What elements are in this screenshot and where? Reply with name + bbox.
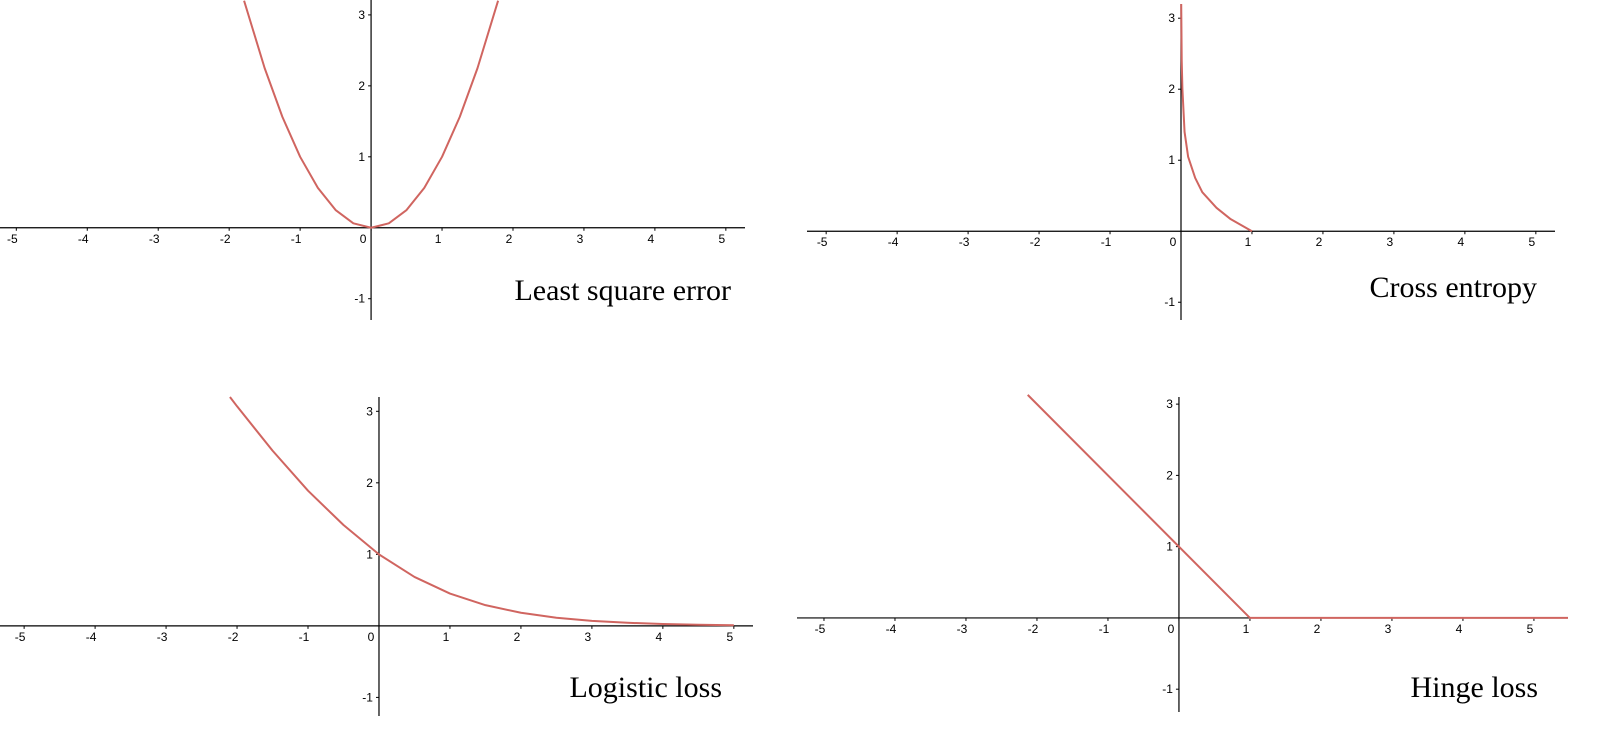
x-tick-label: 2	[506, 232, 513, 246]
x-tick-label: -3	[149, 232, 160, 246]
x-tick-label: 0	[1168, 622, 1175, 636]
x-tick-label: 0	[1170, 235, 1177, 249]
x-tick-label: -4	[86, 630, 97, 644]
x-tick-label: -4	[888, 235, 899, 249]
y-tick-label: -1	[1162, 682, 1173, 696]
x-tick-label: 1	[443, 630, 450, 644]
x-tick-label: 0	[360, 232, 367, 246]
x-tick-label: -3	[157, 630, 168, 644]
loss-curve	[229, 396, 734, 627]
x-tick-label: 3	[577, 232, 584, 246]
chart-title: Logistic loss	[569, 671, 722, 704]
x-tick-label: -5	[815, 622, 826, 636]
loss-curve	[1180, 3, 1253, 233]
y-tick-label: 1	[1166, 540, 1173, 554]
y-tick-label: 3	[1166, 397, 1173, 411]
loss-curve	[243, 0, 500, 229]
y-tick-label: -1	[354, 292, 365, 306]
x-tick-label: 5	[1527, 622, 1534, 636]
chart-title: Cross entropy	[1370, 271, 1538, 304]
x-tick-label: -5	[7, 232, 18, 246]
x-tick-label: 5	[726, 630, 733, 644]
x-tick-label: 4	[648, 232, 655, 246]
x-tick-label: -4	[886, 622, 897, 636]
chart-title: Hinge loss	[1411, 671, 1539, 704]
x-tick-label: -4	[78, 232, 89, 246]
x-tick-label: 2	[514, 630, 521, 644]
chart-title: Least square error	[514, 274, 731, 307]
y-tick-label: 2	[1166, 468, 1173, 482]
x-tick-label: 4	[656, 630, 663, 644]
x-tick-label: -3	[957, 622, 968, 636]
x-tick-label: -2	[1030, 235, 1041, 249]
x-tick-label: -5	[817, 235, 828, 249]
y-tick-label: 3	[366, 404, 373, 418]
y-tick-label: -1	[1164, 295, 1175, 309]
x-tick-label: -1	[1099, 622, 1110, 636]
y-tick-label: 3	[358, 8, 365, 22]
x-tick-label: 3	[1385, 622, 1392, 636]
x-tick-label: 3	[585, 630, 592, 644]
x-tick-label: -2	[220, 232, 231, 246]
x-tick-label: 4	[1456, 622, 1463, 636]
y-tick-label: 2	[366, 476, 373, 490]
x-tick-label: -1	[299, 630, 310, 644]
x-tick-label: 2	[1316, 235, 1323, 249]
x-tick-label: 0	[368, 630, 375, 644]
x-tick-label: 5	[1528, 235, 1535, 249]
y-tick-label: 2	[358, 79, 365, 93]
y-tick-label: -1	[362, 690, 373, 704]
x-tick-label: -1	[1101, 235, 1112, 249]
x-tick-label: 4	[1458, 235, 1465, 249]
x-tick-label: -2	[1028, 622, 1039, 636]
x-tick-label: -2	[228, 630, 239, 644]
x-tick-label: -3	[959, 235, 970, 249]
x-tick-label: 1	[435, 232, 442, 246]
y-tick-label: 2	[1168, 82, 1175, 96]
y-tick-label: 3	[1168, 11, 1175, 25]
x-tick-label: -1	[291, 232, 302, 246]
x-tick-label: 2	[1314, 622, 1321, 636]
x-tick-label: 5	[718, 232, 725, 246]
x-tick-label: -5	[15, 630, 26, 644]
y-tick-label: 1	[358, 150, 365, 164]
x-tick-label: 1	[1243, 622, 1250, 636]
y-tick-label: 1	[366, 547, 373, 561]
loss-curve	[1027, 394, 1568, 619]
x-tick-label: 3	[1387, 235, 1394, 249]
x-tick-label: 1	[1245, 235, 1252, 249]
y-tick-label: 1	[1168, 153, 1175, 167]
